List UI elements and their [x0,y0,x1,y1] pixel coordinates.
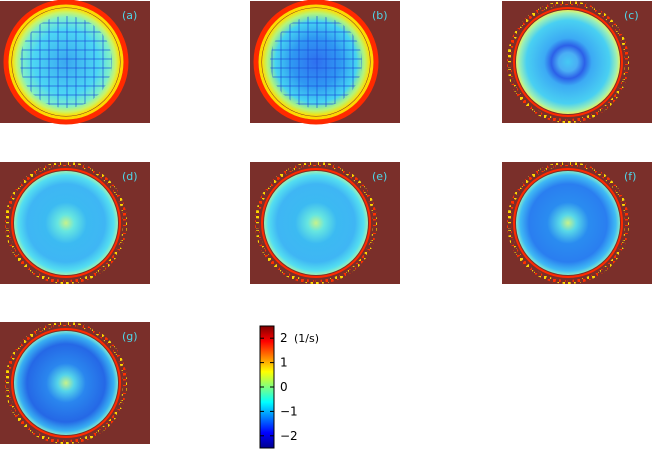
heatmap-panel-6: (f) [502,162,652,284]
rim-outer [3,0,129,125]
rim-inner [513,7,623,117]
panel-label: (c) [624,9,639,22]
velocity-field [516,171,620,275]
colorbar-tick-label: 1 [280,356,288,370]
rim-speckle [507,162,629,284]
rim-speckle [5,162,127,284]
heatmap-panel-7: (g) [0,322,150,444]
heatmap-panel-4: (d) [0,162,150,284]
rim-inner [513,168,623,278]
velocity-field [14,331,118,435]
rim-speckle [5,322,127,444]
heatmap-panel-3: (c) [502,1,652,123]
rim-speckle [507,1,629,123]
heatmap-panel-5: (e) [250,162,400,284]
velocity-field [14,171,118,275]
colorbar-tick-label: 2 [280,331,288,345]
rim-speckle [255,162,377,284]
heatmap-panel-1: (a) [0,0,150,125]
colorbar-tick-label: −1 [280,404,298,418]
colorbar-tick-label: −2 [280,429,298,443]
rim-inner [11,168,121,278]
colorbar: 2 1 0 −1 −2 (1/s) [259,325,319,449]
rim-inner [261,168,371,278]
colorbar-unit: (1/s) [294,332,319,345]
velocity-field [516,10,620,114]
panel-label: (d) [122,170,138,183]
grid-artifact [20,16,112,108]
panel-label: (e) [372,170,387,183]
panel-label: (b) [372,9,388,22]
panel-label: (a) [122,9,137,22]
rim-outer [253,0,379,125]
panel-label: (g) [122,330,138,343]
rim-inner [8,4,124,120]
velocity-field [264,171,368,275]
rim-inner [11,328,121,438]
heatmap-panel-2: (b) [250,0,400,125]
grid-artifact [270,16,362,108]
rim-inner [258,4,374,120]
panel-label: (f) [624,170,636,183]
colorbar-tick-label: 0 [280,380,288,394]
